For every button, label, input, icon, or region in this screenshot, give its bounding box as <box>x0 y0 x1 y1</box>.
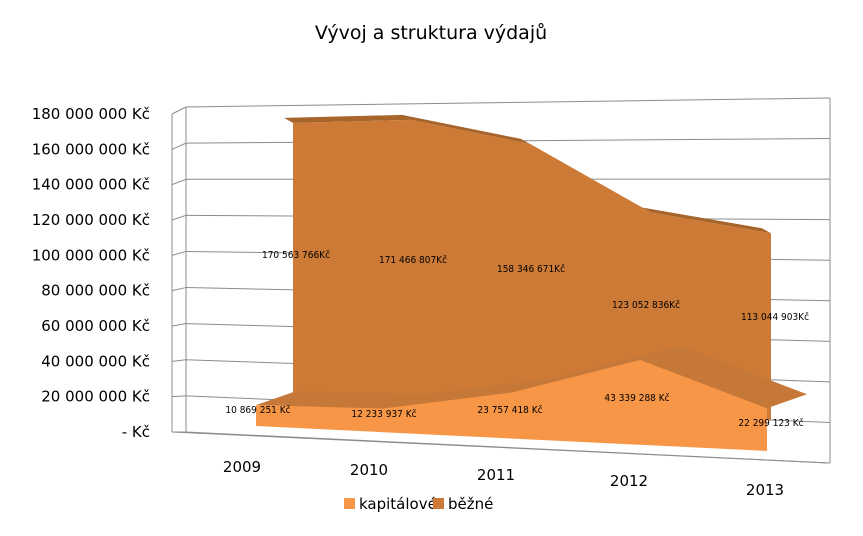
y-tick-label: 60 000 000 Kč <box>41 317 150 335</box>
gridline-side <box>171 287 187 292</box>
data-label-kapitalove: 10 869 251 Kč <box>225 404 290 416</box>
data-label-bezne: 158 346 671Kč <box>497 263 565 275</box>
legend-swatch <box>433 498 444 509</box>
y-tick-label: 20 000 000 Kč <box>41 388 150 406</box>
data-label-layer: 170 563 766Kč 171 466 807Kč 158 346 671Kč 1… <box>225 249 809 429</box>
data-label-bezne: 113 044 903Kč <box>741 311 809 323</box>
y-tick-label: 140 000 000 Kč <box>32 176 150 194</box>
x-tick-label: 2009 <box>223 458 261 476</box>
y-tick-label: 80 000 000 Kč <box>41 282 150 300</box>
legend: kapitálové běžné <box>344 495 493 513</box>
data-label-kapitalove: 22 299 123 Kč <box>738 417 803 429</box>
data-label-kapitalove: 12 233 937 Kč <box>351 408 416 420</box>
series-kapitalove-area <box>256 359 767 451</box>
gridline-side <box>171 395 187 398</box>
gridline-side <box>171 250 187 256</box>
y-tick-label: 40 000 000 Kč <box>41 352 150 370</box>
series-layer <box>256 114 807 451</box>
gridline-side <box>171 142 187 150</box>
x-tick-label: 2012 <box>610 472 648 490</box>
gridline-back <box>185 97 831 108</box>
series-kapitalove-top <box>256 345 807 409</box>
legend-swatch <box>344 498 355 509</box>
data-label-kapitalove: 23 757 418 Kč <box>477 404 542 416</box>
series-bezne-area <box>293 119 771 420</box>
series-bezne-top <box>284 114 771 234</box>
gridline-side <box>171 359 187 362</box>
y-tick-label: 180 000 000 Kč <box>32 105 150 123</box>
x-tick-label: 2010 <box>350 461 388 479</box>
gridline-side <box>171 214 187 221</box>
legend-label: kapitálové <box>359 495 437 513</box>
data-label-bezne: 171 466 807Kč <box>379 254 447 266</box>
y-tick-label: 120 000 000 Kč <box>32 211 150 229</box>
y-tick-label: - Kč <box>122 423 150 441</box>
gridline-side <box>171 178 187 186</box>
chart-title: Vývoj a struktura výdajů <box>315 22 547 44</box>
data-label-kapitalove: 43 339 288 Kč <box>604 392 669 404</box>
x-tick-label: 2011 <box>477 466 515 484</box>
floor-edge <box>171 431 829 464</box>
data-label-bezne: 123 052 836Kč <box>612 299 680 311</box>
x-tick-label: 2013 <box>746 481 784 499</box>
data-label-bezne: 170 563 766Kč <box>262 249 330 261</box>
gridline-side <box>171 106 187 115</box>
legend-label: běžné <box>448 495 493 513</box>
y-tick-label: 160 000 000 Kč <box>32 140 150 158</box>
y-tick-label: 100 000 000 Kč <box>32 246 150 264</box>
gridline-side <box>171 323 187 327</box>
